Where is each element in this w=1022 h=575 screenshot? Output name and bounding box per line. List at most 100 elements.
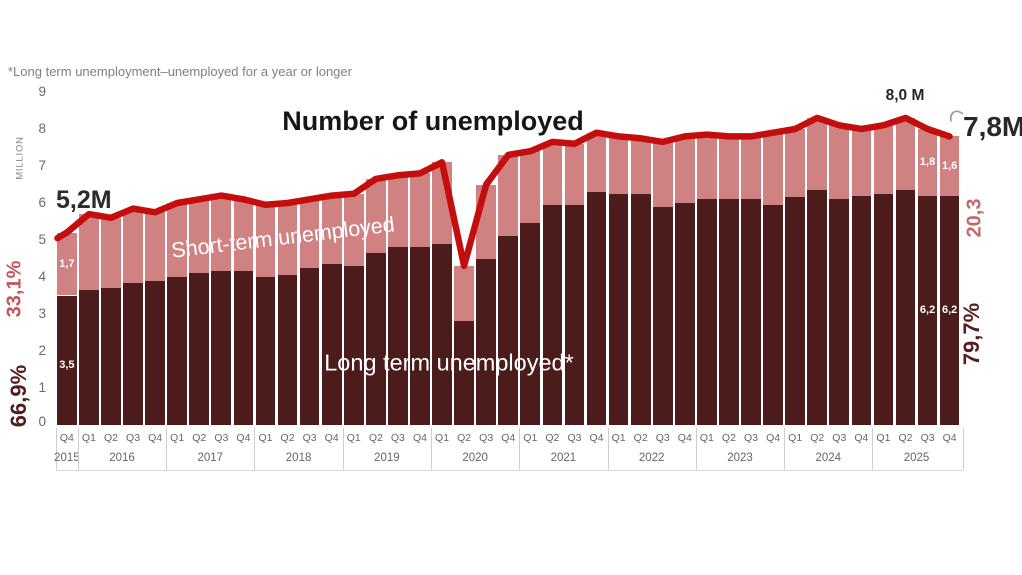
bar-segment-short-term xyxy=(697,134,717,200)
bar-segment-short-term xyxy=(895,117,916,191)
bar-segment-long-term xyxy=(79,289,99,425)
x-tick-quarter: Q2 xyxy=(457,432,472,444)
bar-segment-long-term xyxy=(763,204,783,425)
bar-segment-short-term xyxy=(851,129,872,196)
bar-segment-long-term xyxy=(520,223,541,425)
y-tick-4: 4 xyxy=(38,269,46,284)
x-tick-quarter: Q2 xyxy=(721,432,736,444)
bar-segment-long-term xyxy=(564,204,585,425)
x-tick-quarter: Q4 xyxy=(854,432,869,444)
x-tick-year: 2020 xyxy=(462,452,488,464)
bar-segment-long-term xyxy=(807,190,828,425)
year-separator xyxy=(519,428,521,470)
bar-segment-short-term xyxy=(586,132,607,192)
bar-segment-short-term xyxy=(719,136,739,200)
bar-segment-short-term xyxy=(498,154,519,237)
peak-value-label: 8,0 M xyxy=(885,87,925,104)
x-tick-year: 2017 xyxy=(197,452,224,464)
x-tick-quarter: Q1 xyxy=(611,432,626,444)
bar-value-label-short: 1,8 xyxy=(919,156,936,169)
year-separator xyxy=(784,428,786,470)
x-tick-quarter: Q4 xyxy=(412,432,427,444)
y-tick-6: 6 xyxy=(38,195,46,210)
bar-segment-long-term xyxy=(388,247,408,425)
bar-segment-long-term xyxy=(630,193,651,425)
bar-segment-long-term xyxy=(365,252,386,425)
bar-segment-long-term xyxy=(674,203,695,425)
bar-segment-long-term xyxy=(432,243,452,425)
x-tick-quarter: Q1 xyxy=(435,432,450,444)
bar-segment-long-term xyxy=(586,191,607,425)
x-tick-year: 2025 xyxy=(903,452,930,464)
bar-segment-long-term xyxy=(785,197,805,425)
x-tick-quarter: Q4 xyxy=(589,432,604,444)
x-tick-year: 2024 xyxy=(815,452,842,464)
bar-segment-short-term xyxy=(763,132,783,205)
x-tick-quarter: Q3 xyxy=(214,432,229,444)
x-tick-quarter: Q1 xyxy=(699,432,714,444)
bar-value-label-long: 6,2 xyxy=(919,304,936,317)
bar-segment-short-term xyxy=(79,214,99,290)
y-tick-0: 0 xyxy=(38,414,46,429)
year-separator xyxy=(254,428,256,470)
x-tick-quarter: Q3 xyxy=(302,432,317,444)
year-separator xyxy=(77,428,79,470)
bar-segment-long-term xyxy=(873,193,894,425)
y-tick-5: 5 xyxy=(38,232,46,247)
x-tick-year: 2019 xyxy=(374,452,400,464)
bar-segment-short-term xyxy=(829,125,850,200)
x-tick-quarter: Q3 xyxy=(390,432,405,444)
bar-value-label-short: 1,7 xyxy=(59,258,75,271)
bar-segment-short-term xyxy=(564,143,585,205)
chart-title: Number of unemployed xyxy=(282,106,584,136)
bar-segment-long-term xyxy=(851,195,872,425)
x-tick-year: 2023 xyxy=(727,452,753,464)
year-separator xyxy=(963,428,965,470)
right-long-term-share-label: 79,7% xyxy=(959,302,984,366)
bar-segment-short-term xyxy=(630,138,651,194)
bar-segment-long-term xyxy=(741,199,761,425)
bar-segment-long-term xyxy=(498,236,519,425)
x-tick-year: 2018 xyxy=(285,452,312,464)
bar-segment-long-term xyxy=(476,258,497,425)
bar-segment-short-term xyxy=(807,117,828,191)
year-separator xyxy=(430,428,432,470)
bar-segment-long-term xyxy=(189,273,210,425)
bar-segment-long-term xyxy=(299,267,320,425)
bar-segment-short-term xyxy=(674,136,695,203)
x-tick-quarter: Q1 xyxy=(876,432,891,444)
bar-segment-long-term xyxy=(697,199,717,425)
y-tick-2: 2 xyxy=(38,343,46,358)
x-tick-quarter: Q3 xyxy=(567,432,582,444)
x-tick-year: 2022 xyxy=(638,452,665,464)
bar-segment-long-term xyxy=(145,280,165,425)
year-separator xyxy=(166,428,168,470)
x-tick-quarter: Q4 xyxy=(766,432,781,444)
year-separator xyxy=(342,428,344,470)
bar-segment-short-term xyxy=(145,212,165,281)
y-tick-3: 3 xyxy=(38,306,46,321)
x-tick-quarter: Q4 xyxy=(148,432,163,444)
bar-segment-short-term xyxy=(454,265,474,322)
bar-segment-long-term xyxy=(410,247,430,425)
left-long-term-share-label: 66,9% xyxy=(6,364,31,428)
bar-segment-long-term xyxy=(343,265,364,425)
x-tick-quarter: Q3 xyxy=(479,432,494,444)
x-tick-quarter: Q1 xyxy=(346,432,361,444)
x-tick-quarter: Q1 xyxy=(523,432,538,444)
x-tick-quarter: Q1 xyxy=(258,432,273,444)
x-tick-year: 2015 xyxy=(54,452,80,464)
x-tick-quarter: Q3 xyxy=(920,432,935,444)
year-separator xyxy=(607,428,609,470)
bar-segment-long-term xyxy=(652,206,673,425)
bar-segment-long-term xyxy=(542,204,563,425)
bar-segment-short-term xyxy=(101,217,121,289)
x-tick-quarter: Q3 xyxy=(126,432,141,444)
bar-segment-long-term xyxy=(895,190,916,425)
bar-segment-short-term xyxy=(520,151,541,224)
year-separator xyxy=(695,428,697,470)
x-axis-baseline xyxy=(55,470,963,471)
bar-segment-long-term xyxy=(211,271,232,425)
x-tick-quarter: Q4 xyxy=(677,432,692,444)
